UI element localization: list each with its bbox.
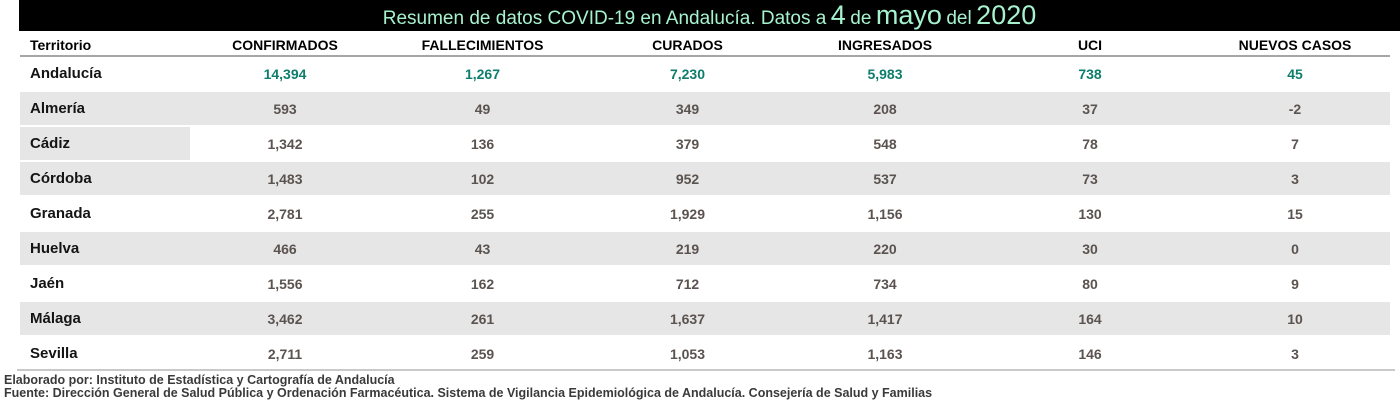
cell-confirmados[interactable]: 1,483	[190, 161, 380, 197]
cell-uci[interactable]: 164	[980, 301, 1200, 337]
cell-fallecimientos[interactable]: 261	[380, 301, 585, 337]
title-year: 2020	[976, 0, 1037, 30]
cell-curados[interactable]: 952	[585, 161, 790, 197]
header-row: Territorio CONFIRMADOS FALLECIMIENTOS CU…	[20, 34, 1390, 57]
column-header-territorio[interactable]: Territorio	[20, 34, 190, 57]
cell-curados[interactable]: 712	[585, 266, 790, 302]
footer-elaborado: Elaborado por: Instituto de Estadística …	[4, 373, 395, 387]
table-row[interactable]: Granada 2,781 255 1,929 1,156 130 15	[20, 196, 1390, 232]
cell-confirmados[interactable]: 593	[190, 91, 380, 127]
title-del: del	[946, 8, 972, 29]
cell-ingresados[interactable]: 5,983	[790, 56, 980, 92]
cell-fallecimientos[interactable]: 1,267	[380, 56, 585, 92]
cell-confirmados[interactable]: 466	[190, 231, 380, 267]
cell-ingresados[interactable]: 220	[790, 231, 980, 267]
cell-ingresados[interactable]: 1,163	[790, 336, 980, 372]
cell-territory[interactable]: Jaén	[20, 266, 190, 302]
column-header-curados[interactable]: CURADOS	[585, 34, 790, 57]
cell-uci[interactable]: 78	[980, 126, 1200, 162]
column-header-ingresados[interactable]: INGRESADOS	[790, 34, 980, 57]
cell-uci[interactable]: 30	[980, 231, 1200, 267]
column-header-fallecimientos[interactable]: FALLECIMIENTOS	[380, 34, 585, 57]
cell-uci[interactable]: 80	[980, 266, 1200, 302]
cell-fallecimientos[interactable]: 136	[380, 126, 585, 162]
cell-ingresados[interactable]: 537	[790, 161, 980, 197]
cell-curados[interactable]: 1,053	[585, 336, 790, 372]
cell-curados[interactable]: 379	[585, 126, 790, 162]
cell-fallecimientos[interactable]: 162	[380, 266, 585, 302]
cell-curados[interactable]: 7,230	[585, 56, 790, 92]
footer-fuente: Fuente: Dirección General de Salud Públi…	[4, 386, 933, 400]
cell-territory[interactable]: Córdoba	[20, 161, 190, 197]
table-body: Andalucía 14,394 1,267 7,230 5,983 738 4…	[20, 56, 1390, 372]
cell-nuevos-casos[interactable]: 45	[1200, 56, 1390, 92]
cell-nuevos-casos[interactable]: 9	[1200, 266, 1390, 302]
table-row[interactable]: Huelva 466 43 219 220 30 0	[20, 231, 1390, 267]
cell-territory[interactable]: Andalucía	[20, 56, 190, 92]
cell-territory[interactable]: Sevilla	[20, 336, 190, 372]
report-footer: Elaborado por: Instituto de Estadística …	[4, 374, 932, 400]
cell-curados[interactable]: 1,637	[585, 301, 790, 337]
cell-confirmados[interactable]: 14,394	[190, 56, 380, 92]
cell-confirmados[interactable]: 1,556	[190, 266, 380, 302]
cell-nuevos-casos[interactable]: -2	[1200, 91, 1390, 127]
cell-curados[interactable]: 219	[585, 231, 790, 267]
cell-fallecimientos[interactable]: 43	[380, 231, 585, 267]
cell-territory[interactable]: Cádiz	[20, 126, 190, 162]
cell-territory[interactable]: Málaga	[20, 301, 190, 337]
cell-uci[interactable]: 73	[980, 161, 1200, 197]
cell-uci[interactable]: 738	[980, 56, 1200, 92]
report-title: Resumen de datos COVID-19 en Andalucía. …	[383, 2, 1037, 29]
cell-territory[interactable]: Almería	[20, 91, 190, 127]
cell-uci[interactable]: 130	[980, 196, 1200, 232]
cell-ingresados[interactable]: 1,156	[790, 196, 980, 232]
cell-ingresados[interactable]: 208	[790, 91, 980, 127]
cell-fallecimientos[interactable]: 255	[380, 196, 585, 232]
title-day: 4	[830, 0, 846, 30]
cell-nuevos-casos[interactable]: 10	[1200, 301, 1390, 337]
table-row[interactable]: Cádiz 1,342 136 379 548 78 7	[20, 126, 1390, 162]
cell-ingresados[interactable]: 548	[790, 126, 980, 162]
table-row[interactable]: Almería 593 49 349 208 37 -2	[20, 91, 1390, 127]
title-prefix: Resumen de datos COVID-19 en Andalucía. …	[382, 8, 827, 29]
table-row[interactable]: Córdoba 1,483 102 952 537 73 3	[20, 161, 1390, 197]
cell-nuevos-casos[interactable]: 3	[1200, 161, 1390, 197]
table-row[interactable]: Málaga 3,462 261 1,637 1,417 164 10	[20, 301, 1390, 337]
cell-fallecimientos[interactable]: 102	[380, 161, 585, 197]
cell-nuevos-casos[interactable]: 7	[1200, 126, 1390, 162]
covid-summary-table: Territorio CONFIRMADOS FALLECIMIENTOS CU…	[20, 34, 1390, 372]
table-row[interactable]: Jaén 1,556 162 712 734 80 9	[20, 266, 1390, 302]
footer-divider	[17, 369, 1395, 371]
cell-confirmados[interactable]: 1,342	[190, 126, 380, 162]
cell-confirmados[interactable]: 2,711	[190, 336, 380, 372]
cell-territory[interactable]: Huelva	[20, 231, 190, 267]
cell-territory[interactable]: Granada	[20, 196, 190, 232]
cell-curados[interactable]: 349	[585, 91, 790, 127]
cell-confirmados[interactable]: 2,781	[190, 196, 380, 232]
cell-ingresados[interactable]: 734	[790, 266, 980, 302]
table-row[interactable]: Sevilla 2,711 259 1,053 1,163 146 3	[20, 336, 1390, 372]
title-month: mayo	[875, 0, 942, 30]
title-de: de	[850, 8, 872, 29]
cell-confirmados[interactable]: 3,462	[190, 301, 380, 337]
cell-nuevos-casos[interactable]: 3	[1200, 336, 1390, 372]
cell-ingresados[interactable]: 1,417	[790, 301, 980, 337]
column-header-nuevos-casos[interactable]: NUEVOS CASOS	[1200, 34, 1390, 57]
cell-nuevos-casos[interactable]: 0	[1200, 231, 1390, 267]
cell-nuevos-casos[interactable]: 15	[1200, 196, 1390, 232]
title-bar: Resumen de datos COVID-19 en Andalucía. …	[19, 0, 1400, 31]
column-header-uci[interactable]: UCI	[980, 34, 1200, 57]
cell-uci[interactable]: 146	[980, 336, 1200, 372]
table-row[interactable]: Andalucía 14,394 1,267 7,230 5,983 738 4…	[20, 56, 1390, 92]
cell-curados[interactable]: 1,929	[585, 196, 790, 232]
cell-fallecimientos[interactable]: 49	[380, 91, 585, 127]
cell-uci[interactable]: 37	[980, 91, 1200, 127]
column-header-confirmados[interactable]: CONFIRMADOS	[190, 34, 380, 57]
cell-fallecimientos[interactable]: 259	[380, 336, 585, 372]
